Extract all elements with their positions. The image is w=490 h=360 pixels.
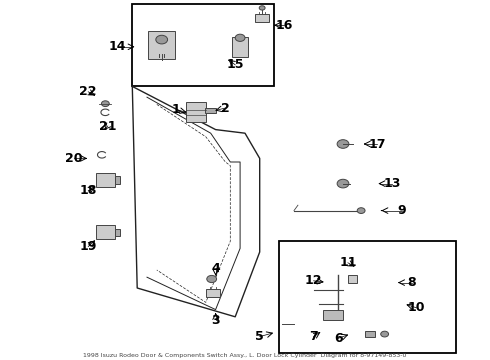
Bar bbox=[348, 275, 357, 283]
Text: 12: 12 bbox=[305, 274, 322, 287]
Text: 14: 14 bbox=[109, 40, 126, 53]
Text: 22: 22 bbox=[79, 85, 97, 98]
Circle shape bbox=[357, 208, 365, 213]
Text: 1998 Isuzu Rodeo Door & Components Switch Assy., L. Door Lock Cylinder  Diagram : 1998 Isuzu Rodeo Door & Components Switc… bbox=[83, 353, 407, 358]
Bar bbox=[365, 331, 375, 337]
Text: 2: 2 bbox=[221, 102, 230, 114]
Bar bbox=[205, 108, 216, 113]
Bar bbox=[279, 241, 456, 353]
Text: 19: 19 bbox=[79, 240, 97, 253]
Text: 9: 9 bbox=[397, 204, 406, 217]
Text: 17: 17 bbox=[368, 138, 386, 150]
Text: 10: 10 bbox=[408, 301, 425, 314]
Bar bbox=[148, 31, 175, 59]
Circle shape bbox=[156, 35, 168, 44]
Bar bbox=[96, 225, 115, 239]
Bar bbox=[132, 4, 274, 86]
Text: 6: 6 bbox=[334, 332, 343, 345]
Text: 5: 5 bbox=[255, 330, 264, 343]
Circle shape bbox=[207, 275, 217, 283]
Bar bbox=[115, 176, 120, 184]
Text: 16: 16 bbox=[275, 19, 293, 32]
Circle shape bbox=[337, 179, 349, 188]
Circle shape bbox=[235, 34, 245, 41]
Text: 8: 8 bbox=[407, 276, 416, 289]
Bar bbox=[186, 102, 206, 122]
Text: 20: 20 bbox=[65, 152, 82, 165]
Text: 7: 7 bbox=[309, 330, 318, 343]
Circle shape bbox=[101, 101, 109, 107]
Bar bbox=[323, 310, 343, 320]
Circle shape bbox=[381, 331, 389, 337]
Text: 11: 11 bbox=[339, 256, 357, 269]
Text: 18: 18 bbox=[79, 184, 97, 197]
Text: 21: 21 bbox=[99, 120, 117, 132]
Text: 4: 4 bbox=[211, 262, 220, 275]
Bar bbox=[115, 229, 120, 236]
Text: 15: 15 bbox=[226, 58, 244, 71]
Bar bbox=[206, 289, 220, 297]
Text: 3: 3 bbox=[211, 314, 220, 327]
Text: 1: 1 bbox=[172, 103, 181, 116]
Bar bbox=[96, 173, 115, 187]
Circle shape bbox=[337, 140, 349, 148]
Circle shape bbox=[259, 6, 265, 10]
Bar bbox=[255, 14, 269, 22]
Bar bbox=[232, 37, 248, 57]
Text: 13: 13 bbox=[383, 177, 401, 190]
